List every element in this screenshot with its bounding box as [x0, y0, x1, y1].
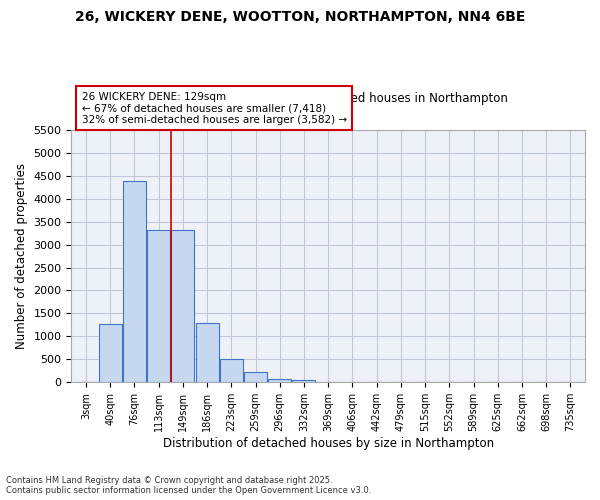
Bar — [292, 380, 316, 382]
Bar — [172, 230, 194, 382]
Bar — [196, 324, 218, 382]
Text: 26, WICKERY DENE, WOOTTON, NORTHAMPTON, NN4 6BE: 26, WICKERY DENE, WOOTTON, NORTHAMPTON, … — [75, 10, 525, 24]
Bar — [123, 182, 146, 382]
X-axis label: Distribution of detached houses by size in Northampton: Distribution of detached houses by size … — [163, 437, 494, 450]
Bar — [147, 230, 170, 382]
Text: 26 WICKERY DENE: 129sqm
← 67% of detached houses are smaller (7,418)
32% of semi: 26 WICKERY DENE: 129sqm ← 67% of detache… — [82, 92, 347, 125]
Y-axis label: Number of detached properties: Number of detached properties — [15, 163, 28, 349]
Title: Size of property relative to detached houses in Northampton: Size of property relative to detached ho… — [148, 92, 508, 105]
Bar — [220, 360, 243, 382]
Text: Contains HM Land Registry data © Crown copyright and database right 2025.
Contai: Contains HM Land Registry data © Crown c… — [6, 476, 371, 495]
Bar — [244, 372, 267, 382]
Bar — [268, 378, 291, 382]
Bar — [98, 324, 122, 382]
